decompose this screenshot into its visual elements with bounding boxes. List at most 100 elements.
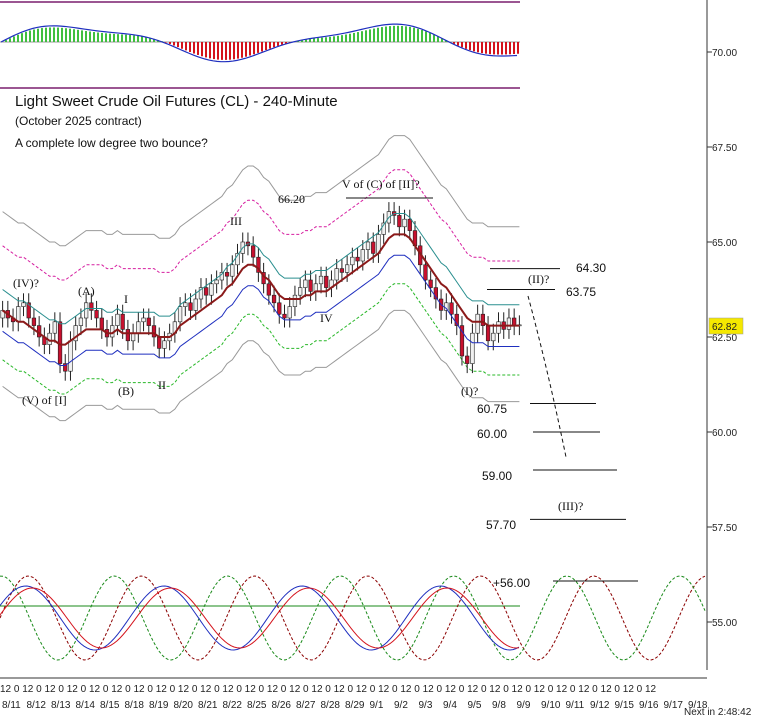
hist-bar [121,34,123,42]
candle-body [318,275,324,285]
candle-body [198,287,204,300]
candle-body [449,302,454,315]
candle-body [371,241,376,254]
x-date-label: 8/14 [76,700,96,711]
candle-body [94,310,99,319]
candle-body [324,275,329,288]
hist-bar [189,42,191,52]
hist-bar [381,27,383,42]
candle-body [16,306,21,323]
outer-upper-band [2,135,520,247]
y-tick-label: 62.50 [712,333,737,344]
moving-average-lines [2,213,520,366]
candle-body [292,294,298,307]
hist-bar [365,30,367,42]
candle-body [303,279,308,288]
hist-bar [245,42,247,57]
level-label: 60.00 [477,427,507,441]
y-tick-label: 70.00 [712,48,737,59]
envelope-bands [2,135,520,422]
hist-bar [65,28,67,42]
candle-body [183,302,188,307]
hist-bar [497,42,499,55]
x-date-label: 9/18 [688,700,708,711]
candle-body [136,321,141,334]
hist-bar [473,42,475,52]
candle-body [308,279,313,292]
hist-bar [97,32,99,42]
hist-bar [57,27,59,42]
candle-body [63,363,68,372]
hist-bar [309,38,311,42]
hist-bar [77,29,79,42]
hist-bar [137,35,139,42]
candle-body [188,302,193,311]
candle-body [52,321,57,334]
candle-body [360,249,365,262]
candle-body [428,279,433,288]
x-date-label: 8/20 [174,700,194,711]
hist-bar [341,35,343,42]
candle-body [475,313,480,334]
candle-body [282,313,287,319]
hist-bar [61,27,63,42]
hist-bar [413,27,415,42]
candle-body [120,313,125,330]
level-label: 59.00 [482,469,512,483]
hist-bar [273,42,275,48]
hist-bar [225,42,227,60]
wave-label: II [158,378,166,392]
hist-bar [257,42,259,53]
hist-bar [517,42,519,54]
hist-bar [405,26,407,42]
hist-bar [93,32,95,42]
wave-label: III [230,214,242,228]
x-date-label: 9/3 [419,700,433,711]
hist-bar [261,42,263,52]
hist-bar [53,27,55,42]
time-axis-dates: 8/11 8/12 8/13 8/14 8/15 8/18 8/19 8/20 8/21 8/22… [2,700,708,711]
candle-body [423,264,428,281]
candle-body [115,313,120,326]
green-lower-band [2,283,520,395]
hist-bar [101,32,103,42]
x-tick-row-1: 12 0 12 0 12 0 12 0 12 0 12 0 12 0 12 0 … [0,684,657,695]
hist-bar [421,29,423,42]
x-date-label: 9/9 [517,700,531,711]
next-bar-timer: Next in 2:48:42 [684,707,752,718]
candle-body [204,287,209,296]
chart-title: Light Sweet Crude Oil Futures (CL) - 240… [15,93,338,110]
hist-bar [417,28,419,42]
wave-label: (III)? [558,499,583,513]
hist-bar [397,25,399,42]
hist-bar [313,38,315,42]
hist-bar [373,28,375,42]
candle-body [151,325,157,338]
y-tick-label: 60.00 [712,428,737,439]
price-axis: 70.00 67.50 65.00 62.50 60.00 57.50 55.00 [707,48,737,629]
hist-bar [49,27,51,42]
projection-path [527,295,567,458]
candle-body [157,336,162,349]
hist-bar [453,42,455,44]
hist-bar [141,36,143,42]
candle-body [256,256,261,273]
candle-body [251,245,256,258]
hist-bar [333,36,335,42]
hist-bar [321,37,323,42]
x-date-label: 9/11 [566,700,585,711]
osc-cycle-red [0,575,706,661]
last-price-badge [708,317,744,335]
osc-line-red [0,587,520,649]
x-date-label: 8/13 [51,700,71,711]
hist-bar [441,38,443,42]
hist-bar [433,34,435,42]
hist-bar [469,42,471,51]
candle-body [485,325,491,342]
candle-body [177,306,183,323]
candle-body [465,355,470,364]
candle-body [407,218,412,231]
hist-bar [385,26,387,42]
